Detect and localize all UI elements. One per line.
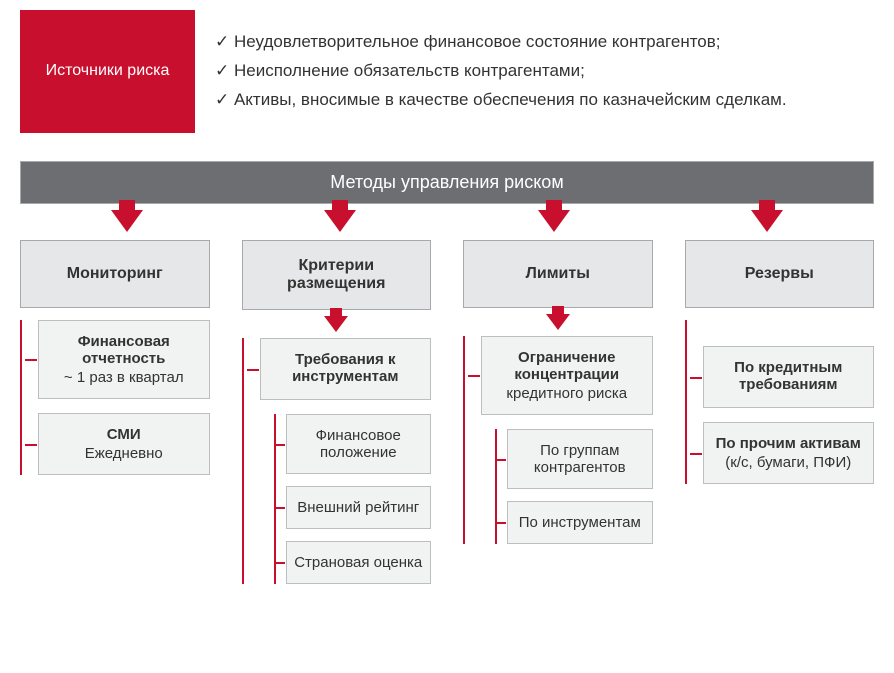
connector-line — [275, 444, 285, 446]
column-0: Мониторинг Финансовая отчетность ~ 1 раз в… — [20, 240, 210, 584]
sub-stack: Финансовая отчетность ~ 1 раз в квартал СМ… — [20, 320, 210, 475]
column-3: Резервы По кредитным требованиям По прочим… — [685, 240, 875, 584]
column-header: Резервы — [685, 240, 875, 308]
arrow-down-icon — [538, 210, 570, 232]
nested-box-label: Страновая оценка — [294, 554, 422, 571]
arrow-down-icon — [111, 210, 143, 232]
sub-box: Требования к инструментам — [260, 338, 432, 400]
sub-box: Финансовая отчетность ~ 1 раз в квартал — [38, 320, 210, 399]
nested-box-label: По группам контрагентов — [534, 442, 626, 476]
sub-box-subtitle: ~ 1 раз в квартал — [47, 369, 201, 386]
column-header: Критерии размещения — [242, 240, 432, 310]
top-arrow-row — [20, 204, 874, 240]
arrow-down-icon — [546, 314, 570, 330]
column-1: Критерии размещения Требования к инструме… — [242, 240, 432, 584]
sub-box: По кредитным требованиям — [703, 346, 875, 408]
arrow-down-icon — [324, 210, 356, 232]
sub-box-title: Ограничение концентрации — [490, 349, 644, 383]
column-header: Лимиты — [463, 240, 653, 308]
nested-box: По группам контрагентов — [507, 429, 653, 489]
column-2: Лимиты Ограничение концентрации кредитного… — [463, 240, 653, 584]
connector-line — [247, 369, 259, 371]
nested-stack: По группам контрагентов По инструментам — [495, 429, 653, 544]
nested-stack: Финансовое положение Внешний рейтинг Стран… — [274, 414, 432, 584]
sub-box: По прочим активам (к/с, бумаги, ПФИ) — [703, 422, 875, 484]
sub-box-title: По прочим активам — [712, 435, 866, 452]
risk-sources-bullets: Неудовлетворительное финансовое состояни… — [195, 10, 874, 133]
connector-line — [496, 522, 506, 524]
arrow-down-icon — [324, 316, 348, 332]
risk-sources-section: Источники риска Неудовлетворительное фин… — [20, 10, 874, 133]
sub-box: Ограничение концентрации кредитного риска — [481, 336, 653, 415]
connector-line — [496, 459, 506, 461]
bullet-2: Неисполнение обязательств контрагентами; — [215, 57, 862, 86]
connector-line — [468, 375, 480, 377]
nested-box-label: Внешний рейтинг — [297, 499, 419, 516]
nested-box: Внешний рейтинг — [286, 486, 432, 529]
sub-box-subtitle: Ежедневно — [47, 445, 201, 462]
nested-box-label: По инструментам — [519, 514, 641, 531]
column-header: Мониторинг — [20, 240, 210, 308]
risk-sources-label: Источники риска — [20, 10, 195, 133]
connector-line — [25, 359, 37, 361]
connector-line — [275, 562, 285, 564]
nested-box: Финансовое положение — [286, 414, 432, 474]
sub-stack: По кредитным требованиям По прочим актива… — [685, 320, 875, 484]
nested-box: По инструментам — [507, 501, 653, 544]
sub-box: СМИ Ежедневно — [38, 413, 210, 475]
connector-line — [275, 507, 285, 509]
sub-box-subtitle: (к/с, бумаги, ПФИ) — [712, 454, 866, 471]
methods-bar: Методы управления риском — [20, 161, 874, 204]
sub-box-title: По кредитным требованиям — [712, 359, 866, 393]
sub-box-title: Финансовая отчетность — [47, 333, 201, 367]
arrow-down-icon — [751, 210, 783, 232]
nested-box: Страновая оценка — [286, 541, 432, 584]
sub-stack: Требования к инструментам Финансовое поло… — [242, 338, 432, 584]
sub-box-title: СМИ — [47, 426, 201, 443]
bullet-1: Неудовлетворительное финансовое состояни… — [215, 28, 862, 57]
connector-line — [25, 444, 37, 446]
sub-stack: Ограничение концентрации кредитного риска… — [463, 336, 653, 544]
sub-box-title: Требования к инструментам — [269, 351, 423, 385]
connector-line — [690, 377, 702, 379]
nested-box-label: Финансовое положение — [316, 427, 401, 461]
connector-line — [690, 453, 702, 455]
columns-container: Мониторинг Финансовая отчетность ~ 1 раз в… — [20, 240, 874, 584]
bullet-3: Активы, вносимые в качестве обеспечения … — [215, 86, 862, 115]
sub-box-subtitle: кредитного риска — [490, 385, 644, 402]
